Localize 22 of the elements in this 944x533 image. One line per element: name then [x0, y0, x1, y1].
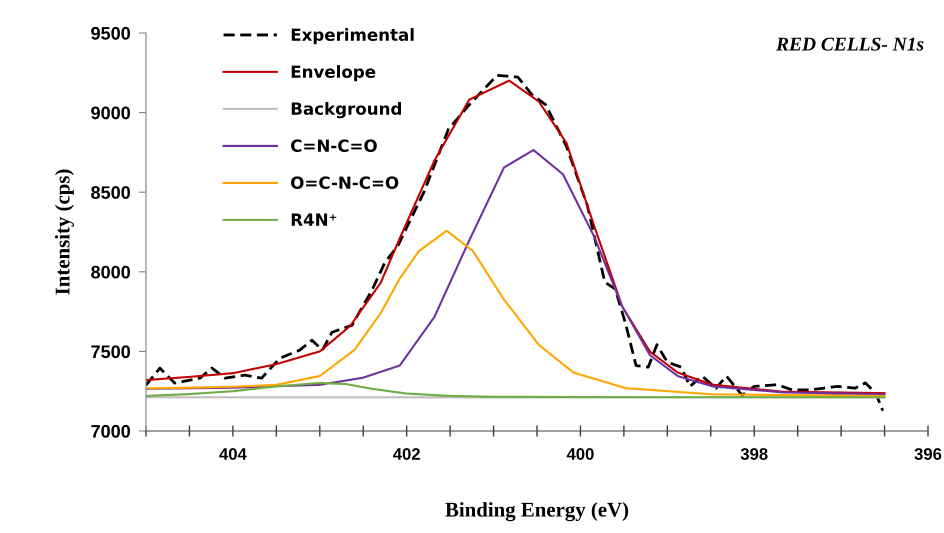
x-tick-label: 404	[219, 448, 247, 460]
x-tick-label: 398	[740, 448, 768, 460]
x-axis-title: Binding Energy (eV)	[445, 502, 628, 522]
y-tick-label: 8500	[91, 186, 130, 199]
x-tick-label: 400	[566, 448, 594, 460]
y-axis-title: Intensity (cps)	[54, 170, 74, 295]
line-series	[146, 382, 886, 398]
y-tick-label: 8000	[91, 266, 130, 279]
y-tick-label: 7500	[91, 345, 130, 358]
line-series	[146, 230, 886, 398]
legend-label: O=C-N-C=O	[291, 176, 398, 189]
legend-label: Envelope	[292, 65, 376, 82]
x-tick-label: 396	[914, 448, 942, 460]
legend-label: R4N⁺	[292, 214, 336, 226]
x-tick-label: 402	[393, 448, 420, 460]
y-tick-label: 9000	[91, 106, 130, 120]
legend-label: Background	[292, 102, 401, 118]
y-tick-label: 7000	[91, 424, 130, 438]
legend-label: Experimental	[292, 28, 414, 44]
legend-label: C=N-C=O	[291, 139, 377, 152]
y-tick-label: 9500	[91, 26, 130, 40]
chart-title: RED CELLS- N1s	[776, 38, 924, 51]
